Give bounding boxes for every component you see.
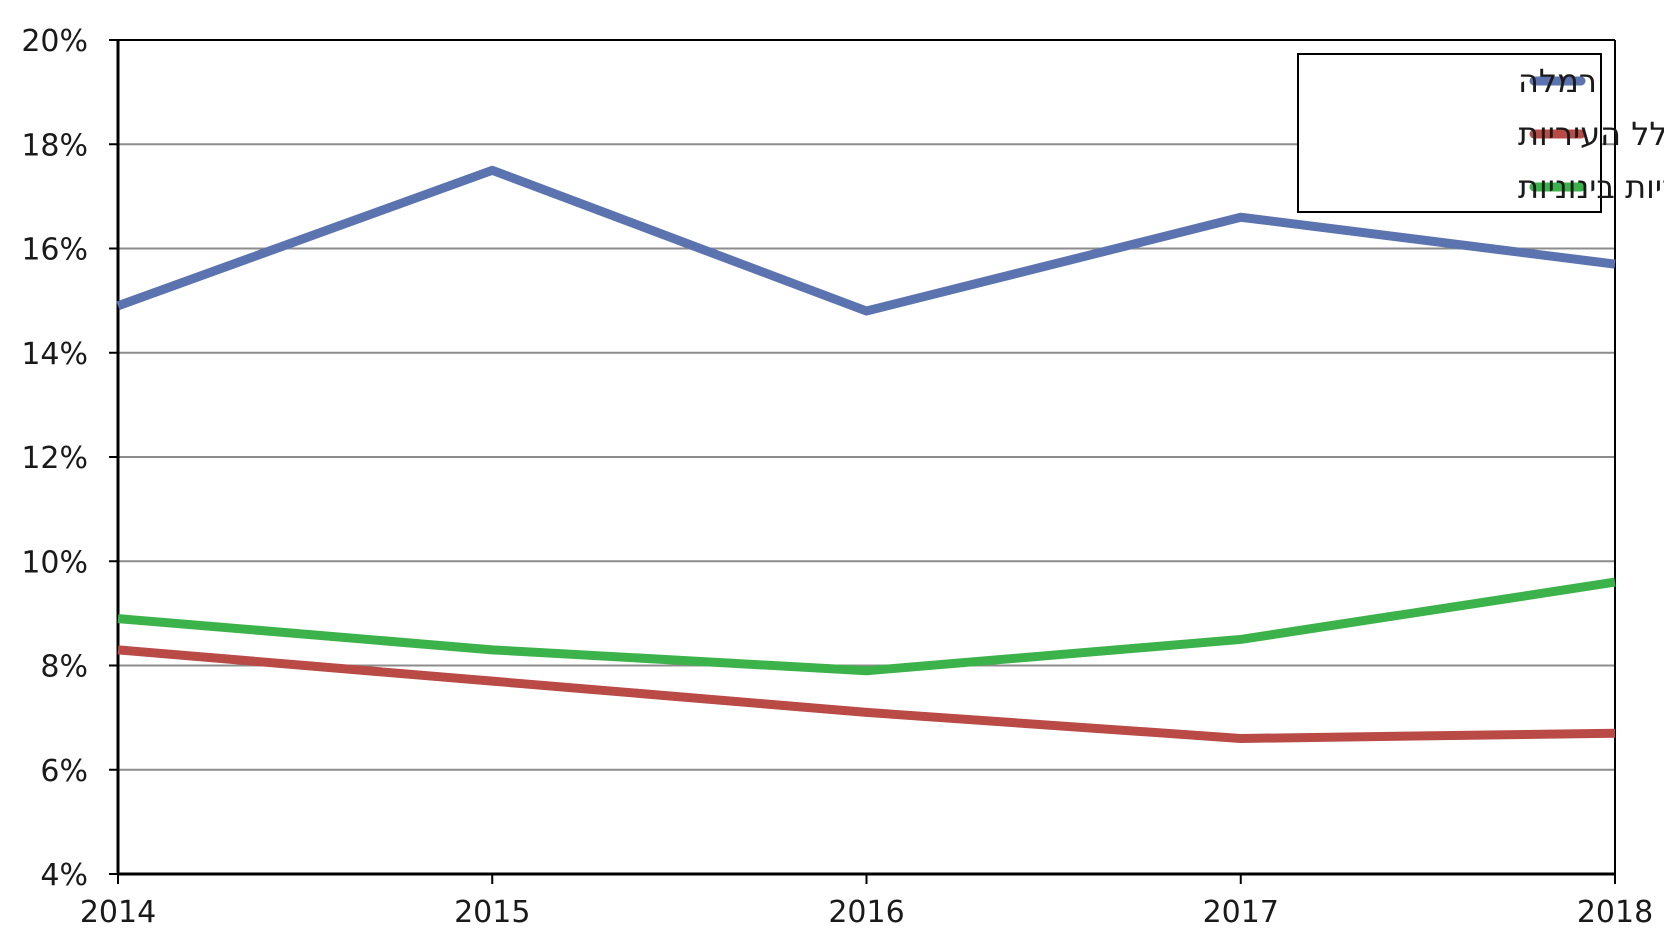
- y-tick-label: 12%: [21, 441, 88, 476]
- series-line-2: [117, 645, 1616, 743]
- y-tick-label: 18%: [21, 128, 88, 163]
- legend-label: עיריות בינוניות: [1518, 168, 1664, 206]
- series-lines: [116, 165, 1616, 743]
- x-tick-label: 2017: [1203, 895, 1279, 930]
- y-tick-label: 4%: [40, 858, 88, 893]
- y-tick-label: 20%: [21, 24, 88, 59]
- series-line-3: [117, 577, 1616, 676]
- x-tick-label: 2016: [828, 895, 904, 930]
- x-tick-label: 2014: [80, 895, 156, 930]
- series-line-1: [116, 165, 1616, 316]
- y-tick-label: 10%: [21, 545, 88, 580]
- gridlines: [118, 143, 1615, 771]
- x-tick-label: 2015: [454, 895, 530, 930]
- y-tick-label: 8%: [40, 650, 88, 685]
- legend-label: רמלה: [1518, 62, 1597, 100]
- y-tick-label: 14%: [21, 337, 88, 372]
- legend-label: כלל העיריות: [1518, 115, 1664, 153]
- y-tick-label: 6%: [40, 754, 88, 789]
- x-tick-label: 2018: [1577, 895, 1653, 930]
- axes: [109, 39, 1616, 884]
- y-tick-label: 16%: [21, 233, 88, 268]
- y-tick-labels: 4% 6% 8% 10% 12% 14% 16% 18% 20%: [21, 24, 88, 893]
- legend: רמלה כלל העיריות עיריות בינוניות: [1297, 53, 1664, 213]
- x-tick-labels: 2014 2015 2016 2017 2018: [80, 895, 1653, 930]
